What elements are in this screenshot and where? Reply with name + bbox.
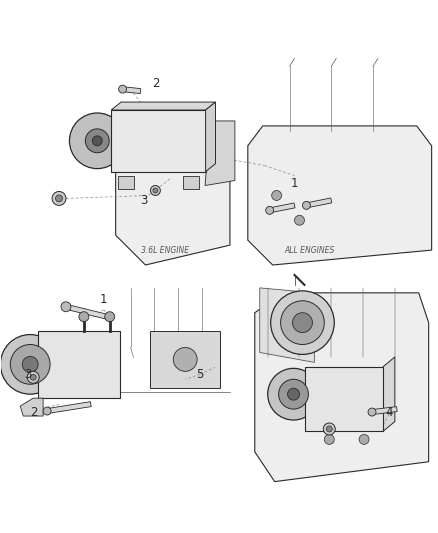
Circle shape	[43, 407, 51, 415]
Polygon shape	[116, 121, 230, 265]
Circle shape	[27, 372, 39, 383]
Circle shape	[105, 312, 115, 321]
Text: 3: 3	[25, 368, 32, 381]
Polygon shape	[65, 304, 111, 320]
Circle shape	[293, 313, 312, 333]
Text: 2: 2	[152, 77, 159, 90]
FancyBboxPatch shape	[183, 175, 198, 190]
Circle shape	[22, 357, 38, 373]
Polygon shape	[372, 407, 397, 415]
Circle shape	[281, 301, 324, 344]
Circle shape	[368, 408, 376, 416]
Circle shape	[52, 191, 66, 205]
FancyBboxPatch shape	[38, 330, 120, 398]
Text: 2: 2	[30, 406, 38, 418]
Text: 1: 1	[291, 177, 298, 190]
Circle shape	[0, 335, 60, 394]
Circle shape	[79, 312, 89, 321]
Polygon shape	[205, 102, 215, 172]
Circle shape	[30, 374, 36, 380]
Polygon shape	[255, 293, 429, 482]
Circle shape	[61, 302, 71, 312]
Polygon shape	[205, 121, 235, 185]
Text: 5: 5	[196, 368, 204, 381]
Circle shape	[272, 190, 282, 200]
Polygon shape	[122, 87, 141, 94]
Circle shape	[11, 344, 50, 384]
Circle shape	[173, 348, 197, 372]
Circle shape	[92, 136, 102, 146]
Circle shape	[119, 85, 127, 93]
FancyBboxPatch shape	[150, 330, 220, 388]
Circle shape	[279, 379, 308, 409]
Circle shape	[70, 113, 125, 168]
Polygon shape	[47, 402, 91, 414]
Circle shape	[294, 215, 304, 225]
Circle shape	[150, 185, 160, 196]
FancyBboxPatch shape	[118, 175, 134, 190]
Text: 3.6L ENGINE: 3.6L ENGINE	[141, 246, 189, 255]
Circle shape	[271, 291, 334, 354]
Circle shape	[359, 434, 369, 445]
FancyBboxPatch shape	[111, 110, 205, 172]
Circle shape	[288, 388, 300, 400]
Text: ALL ENGINES: ALL ENGINES	[284, 246, 335, 255]
Text: 4: 4	[385, 406, 392, 418]
Circle shape	[326, 426, 332, 432]
Polygon shape	[306, 198, 332, 208]
Polygon shape	[248, 126, 431, 265]
Text: 1: 1	[100, 293, 107, 306]
Circle shape	[85, 129, 109, 153]
Circle shape	[266, 206, 274, 214]
Circle shape	[303, 201, 311, 209]
Circle shape	[268, 368, 319, 420]
Circle shape	[324, 434, 334, 445]
Circle shape	[153, 188, 158, 193]
Polygon shape	[269, 203, 295, 213]
Text: 3: 3	[140, 194, 147, 207]
Polygon shape	[111, 102, 215, 110]
Polygon shape	[20, 398, 43, 416]
Circle shape	[323, 423, 335, 435]
FancyBboxPatch shape	[305, 367, 383, 431]
Polygon shape	[260, 288, 314, 362]
Circle shape	[56, 195, 63, 202]
Polygon shape	[383, 357, 395, 431]
